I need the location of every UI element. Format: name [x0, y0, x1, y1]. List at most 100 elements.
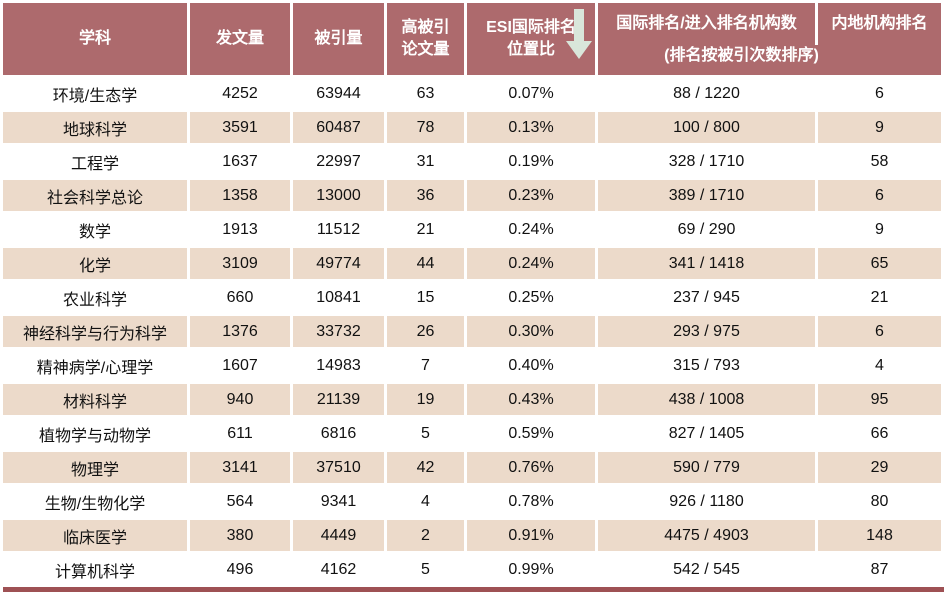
header-highly-cited-line1: 高被引 — [401, 19, 450, 37]
cell-mainland-ranking: 87 — [818, 554, 941, 585]
cell-intl-ranking: 438 / 1008 — [598, 384, 815, 415]
cell-publications: 380 — [190, 520, 290, 551]
cell-intl-ranking: 315 / 793 — [598, 350, 815, 381]
cell-mainland-ranking: 6 — [818, 78, 941, 109]
cell-esi-ratio: 0.24% — [467, 248, 595, 279]
table-row: 植物学与动物学 611 6816 5 0.59% 827 / 1405 66 — [3, 418, 944, 449]
cell-subject: 生物/生物化学 — [3, 486, 187, 517]
table-row: 地球科学 3591 60487 78 0.13% 100 / 800 9 — [3, 112, 944, 143]
cell-highly-cited: 63 — [387, 78, 464, 109]
header-highly-cited: 高被引 论文量 — [387, 3, 464, 75]
cell-highly-cited: 44 — [387, 248, 464, 279]
table-row: 物理学 3141 37510 42 0.76% 590 / 779 29 — [3, 452, 944, 483]
header-intl-ranking-note-label: (排名按被引次数排序) — [664, 47, 819, 64]
cell-citations: 10841 — [293, 282, 384, 313]
cell-subject: 神经科学与行为科学 — [3, 316, 187, 347]
cell-intl-ranking: 341 / 1418 — [598, 248, 815, 279]
header-esi-ratio: ESI国际排名 位置比 — [467, 3, 595, 75]
cell-mainland-ranking: 66 — [818, 418, 941, 449]
cell-subject: 化学 — [3, 248, 187, 279]
cell-citations: 9341 — [293, 486, 384, 517]
table-row: 生物/生物化学 564 9341 4 0.78% 926 / 1180 80 — [3, 486, 944, 517]
cell-citations: 13000 — [293, 180, 384, 211]
cell-esi-ratio: 0.78% — [467, 486, 595, 517]
cell-subject: 植物学与动物学 — [3, 418, 187, 449]
cell-subject: 环境/生态学 — [3, 78, 187, 109]
table-row: 工程学 1637 22997 31 0.19% 328 / 1710 58 — [3, 146, 944, 177]
header-citations-label: 被引量 — [314, 30, 363, 48]
cell-publications: 564 — [190, 486, 290, 517]
header-mainland-ranking: 内地机构排名 — [818, 3, 941, 45]
cell-esi-ratio: 0.13% — [467, 112, 595, 143]
cell-citations: 11512 — [293, 214, 384, 245]
cell-citations: 4449 — [293, 520, 384, 551]
cell-subject: 农业科学 — [3, 282, 187, 313]
cell-intl-ranking: 4475 / 4903 — [598, 520, 815, 551]
cell-citations: 37510 — [293, 452, 384, 483]
cell-publications: 611 — [190, 418, 290, 449]
cell-publications: 1607 — [190, 350, 290, 381]
header-intl-ranking-label: 国际排名/进入排名机构数 — [616, 15, 797, 33]
cell-highly-cited: 19 — [387, 384, 464, 415]
cell-esi-ratio: 0.76% — [467, 452, 595, 483]
cell-highly-cited: 7 — [387, 350, 464, 381]
cell-esi-ratio: 0.40% — [467, 350, 595, 381]
cell-intl-ranking: 293 / 975 — [598, 316, 815, 347]
cell-intl-ranking: 542 / 545 — [598, 554, 815, 585]
cell-esi-ratio: 0.25% — [467, 282, 595, 313]
table-row: 精神病学/心理学 1607 14983 7 0.40% 315 / 793 4 — [3, 350, 944, 381]
table-row: 农业科学 660 10841 15 0.25% 237 / 945 21 — [3, 282, 944, 313]
cell-highly-cited: 36 — [387, 180, 464, 211]
header-esi-line1: ESI国际排名 — [486, 19, 576, 37]
cell-esi-ratio: 0.30% — [467, 316, 595, 347]
cell-mainland-ranking: 65 — [818, 248, 941, 279]
table-row: 临床医学 380 4449 2 0.91% 4475 / 4903 148 — [3, 520, 944, 551]
cell-highly-cited: 42 — [387, 452, 464, 483]
cell-esi-ratio: 0.99% — [467, 554, 595, 585]
cell-mainland-ranking: 4 — [818, 350, 941, 381]
table-row: 化学 3109 49774 44 0.24% 341 / 1418 65 — [3, 248, 944, 279]
cell-citations: 60487 — [293, 112, 384, 143]
cell-esi-ratio: 0.24% — [467, 214, 595, 245]
cell-publications: 940 — [190, 384, 290, 415]
header-highly-cited-line2: 论文量 — [401, 41, 450, 58]
header-subject: 学科 — [3, 3, 187, 75]
cell-highly-cited: 4 — [387, 486, 464, 517]
header-publications-label: 发文量 — [215, 30, 264, 48]
header-publications: 发文量 — [190, 3, 290, 75]
cell-intl-ranking: 827 / 1405 — [598, 418, 815, 449]
esi-subject-ranking-table: 学科 发文量 被引量 高被引 论文量 ESI国际排名 位置比 国际排名/进入排名… — [3, 3, 944, 592]
cell-mainland-ranking: 80 — [818, 486, 941, 517]
table-header: 学科 发文量 被引量 高被引 论文量 ESI国际排名 位置比 国际排名/进入排名… — [3, 3, 944, 75]
table-bottom-border — [3, 587, 944, 592]
cell-mainland-ranking: 21 — [818, 282, 941, 313]
cell-mainland-ranking: 6 — [818, 316, 941, 347]
cell-highly-cited: 2 — [387, 520, 464, 551]
cell-intl-ranking: 590 / 779 — [598, 452, 815, 483]
cell-mainland-ranking: 29 — [818, 452, 941, 483]
cell-citations: 4162 — [293, 554, 384, 585]
cell-intl-ranking: 237 / 945 — [598, 282, 815, 313]
cell-subject: 计算机科学 — [3, 554, 187, 585]
cell-intl-ranking: 926 / 1180 — [598, 486, 815, 517]
cell-mainland-ranking: 58 — [818, 146, 941, 177]
cell-subject: 社会科学总论 — [3, 180, 187, 211]
cell-mainland-ranking: 6 — [818, 180, 941, 211]
header-esi-line2: 位置比 — [506, 41, 555, 58]
cell-publications: 660 — [190, 282, 290, 313]
table-row: 数学 1913 11512 21 0.24% 69 / 290 9 — [3, 214, 944, 245]
cell-citations: 49774 — [293, 248, 384, 279]
cell-subject: 材料科学 — [3, 384, 187, 415]
cell-subject: 精神病学/心理学 — [3, 350, 187, 381]
cell-esi-ratio: 0.91% — [467, 520, 595, 551]
cell-subject: 临床医学 — [3, 520, 187, 551]
table-body: 环境/生态学 4252 63944 63 0.07% 88 / 1220 6 地球科学 3591… — [3, 78, 944, 585]
cell-mainland-ranking: 148 — [818, 520, 941, 551]
cell-subject: 地球科学 — [3, 112, 187, 143]
cell-publications: 1376 — [190, 316, 290, 347]
cell-publications: 3109 — [190, 248, 290, 279]
cell-publications: 496 — [190, 554, 290, 585]
cell-mainland-ranking: 9 — [818, 112, 941, 143]
cell-publications: 1637 — [190, 146, 290, 177]
cell-intl-ranking: 328 / 1710 — [598, 146, 815, 177]
